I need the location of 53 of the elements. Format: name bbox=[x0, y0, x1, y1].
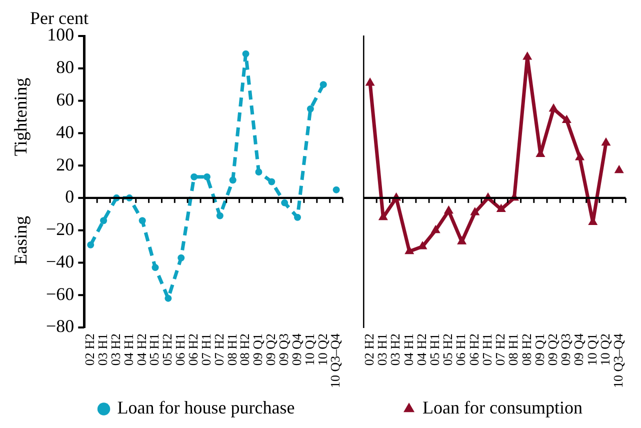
x-tick-label: 08 H2 bbox=[237, 333, 252, 366]
y-tick-label: −80 bbox=[46, 316, 74, 336]
y-tick-label: −20 bbox=[46, 219, 74, 240]
x-tick-label: 10 Q3–Q4 bbox=[328, 332, 343, 388]
x-tick-label: 03 H1 bbox=[94, 333, 110, 366]
x-tick-label: 09 Q4 bbox=[571, 332, 586, 366]
x-tick-label: 07 H1 bbox=[479, 333, 494, 366]
x-tick-label: 04 H2 bbox=[414, 333, 429, 366]
x-tick-label: 04 H2 bbox=[134, 333, 149, 366]
x-tick-label: 04 H1 bbox=[120, 333, 136, 366]
y-tick-label: −60 bbox=[46, 284, 74, 304]
x-tick-label: 08 H1 bbox=[506, 333, 521, 366]
x-tick-label: 10 Q2 bbox=[314, 333, 330, 366]
x-tick-label: 08 H2 bbox=[518, 333, 534, 366]
x-tick-label: 07 H2 bbox=[492, 333, 508, 366]
x-tick-label: 06 H2 bbox=[185, 333, 200, 366]
x-tick-label: 06 H1 bbox=[453, 333, 468, 366]
x-tick-label: 03 H2 bbox=[108, 333, 123, 366]
x-tick-label: 04 H1 bbox=[400, 333, 416, 366]
x-tick-label: 08 H1 bbox=[224, 333, 240, 366]
x-tick-label: 09 Q4 bbox=[288, 332, 304, 366]
x-tick-label: 10 Q1 bbox=[584, 333, 600, 366]
x-tick-label: 10 Q3–Q4 bbox=[610, 332, 626, 388]
x-tick-label: 05 H1 bbox=[146, 333, 162, 366]
x-tick-label: 02 H2 bbox=[361, 333, 376, 366]
x-tick-label: 09 Q2 bbox=[263, 333, 278, 366]
x-tick-label: 07 H2 bbox=[211, 333, 226, 366]
x-tick-label: 05 H1 bbox=[427, 333, 442, 366]
y-tick-label: 20 bbox=[56, 154, 74, 174]
x-tick-label: 03 H1 bbox=[374, 333, 390, 366]
x-tick-label: 05 H2 bbox=[160, 333, 175, 366]
x-tick-label: 09 Q1 bbox=[532, 333, 547, 366]
x-tick-label: 06 H2 bbox=[466, 333, 482, 366]
legend-label: Loan for house purchase bbox=[117, 398, 295, 418]
x-tick-label: 09 Q1 bbox=[250, 333, 266, 366]
x-tick-label: 09 Q3 bbox=[276, 333, 291, 366]
x-tick-label: 10 Q2 bbox=[597, 333, 612, 366]
text: Tightening bbox=[10, 78, 31, 156]
text: Easing bbox=[10, 216, 31, 265]
y-tick-label: 80 bbox=[56, 57, 74, 78]
x-tick-label: 10 Q1 bbox=[302, 333, 317, 366]
x-tick-label: 09 Q3 bbox=[558, 333, 574, 366]
x-tick-label: 09 Q2 bbox=[544, 333, 560, 366]
x-tick-label: 02 H2 bbox=[82, 333, 98, 366]
y-tick-label: 40 bbox=[56, 122, 74, 142]
y-tick-label: −40 bbox=[46, 251, 74, 272]
x-tick-label: 03 H2 bbox=[388, 333, 403, 366]
x-tick-label: 06 H1 bbox=[172, 333, 188, 366]
x-tick-label: 05 H2 bbox=[440, 333, 456, 366]
y-tick-label: 60 bbox=[56, 90, 74, 110]
y-tick-label: 0 bbox=[65, 186, 74, 207]
legend-label: Loan for consumption bbox=[422, 398, 582, 418]
x-tick-label: 07 H1 bbox=[198, 333, 214, 366]
